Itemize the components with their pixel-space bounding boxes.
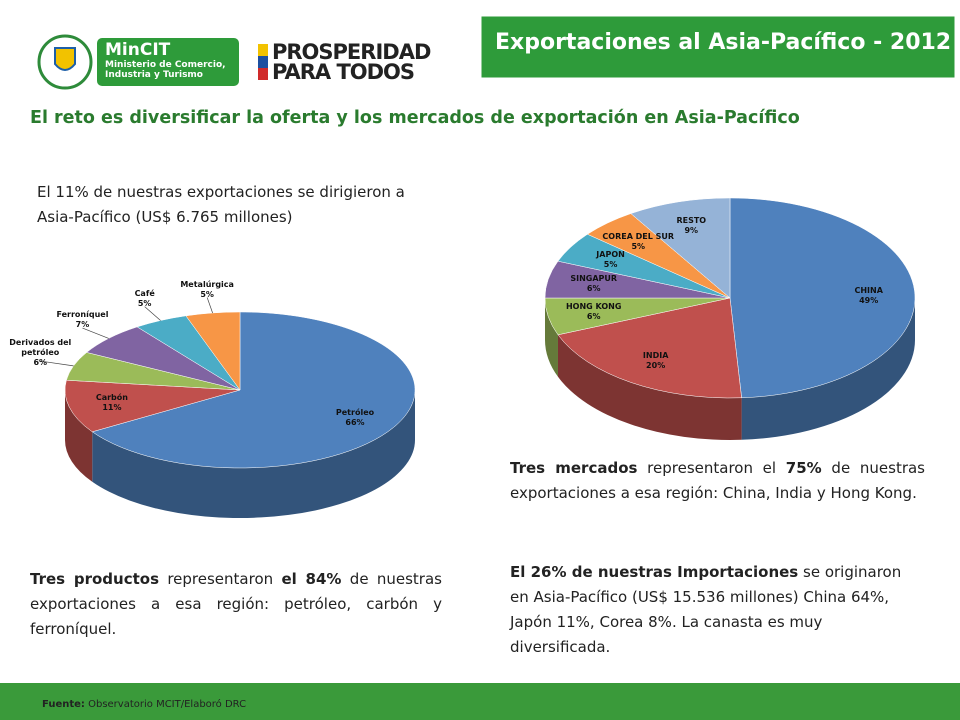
slice-name: Ferroníquel <box>56 310 109 320</box>
text-run: Observatorio MCIT/Elaboró DRC <box>84 699 247 710</box>
mincit-logo-box <box>97 38 239 86</box>
slice-name: CHINA <box>854 285 883 295</box>
slice-label: INDIA 20% <box>643 351 668 371</box>
logo2-line1: PROSPERIDAD <box>272 40 431 64</box>
title: Exportaciones al Asia-Pacífico - 2012 <box>495 30 952 55</box>
slice-label: COREA DEL SUR 5% <box>602 232 674 252</box>
footer-bar <box>0 683 960 720</box>
slice-label: CHINA 49% <box>854 286 882 306</box>
slice-name: Carbón <box>95 392 128 402</box>
slice-name: RESTO <box>676 215 707 225</box>
text-run: de nuestras exportaciones a esa región: … <box>510 459 925 502</box>
slice-percent: 66% <box>345 418 365 428</box>
slice-percent: 7% <box>75 320 90 330</box>
pie-slice <box>557 297 742 399</box>
text-run: representaron el <box>637 459 786 477</box>
slice-name: Metalúrgica <box>180 279 234 289</box>
slice-side <box>65 390 93 482</box>
slice-label: Derivados del petróleo 6% <box>0 338 80 368</box>
slice-name: HONG KONG <box>565 302 622 312</box>
slice-percent: 5% <box>631 241 646 251</box>
title-box <box>478 13 958 81</box>
text-run: El 26% de nuestras Importaciones <box>510 563 799 581</box>
slice-name: Derivados del petróleo <box>9 338 72 358</box>
text-run: Fuente: <box>42 699 85 710</box>
text-run: Tres productos <box>30 570 160 588</box>
logo-main: MinCIT <box>105 40 171 60</box>
slice-percent: 5% <box>200 289 214 299</box>
slice-percent: 6% <box>586 312 601 322</box>
slice-label: Café 5% <box>135 289 155 309</box>
slice-name: Petróleo <box>335 408 375 418</box>
slice-name: COREA DEL SUR <box>602 231 675 241</box>
slice-name: Café <box>134 288 155 298</box>
subtitle: El reto es diversificar la oferta y los … <box>30 108 800 128</box>
pie-slice <box>630 197 731 299</box>
slice-name: INDIA <box>642 351 669 361</box>
footer: Fuente: Observatorio MCIT/Elaboró DRC <box>42 699 246 710</box>
slice-side <box>545 298 558 377</box>
slice-percent: 6% <box>586 283 601 293</box>
slice-label: JAPON 5% <box>596 250 625 270</box>
leader-line <box>144 306 161 321</box>
slice-label: Ferroníquel 7% <box>56 310 108 330</box>
slice-percent: 6% <box>33 358 48 368</box>
slice-label: HONG KONG 6% <box>566 302 621 322</box>
intro: El 11% de nuestras exportaciones se diri… <box>37 183 405 226</box>
slice-label: Carbón 11% <box>96 393 128 413</box>
flag-yellow <box>258 44 268 56</box>
slice-side <box>557 334 742 440</box>
leader-line <box>40 360 74 367</box>
text-run: Tres mercados <box>510 459 638 477</box>
pie-slice <box>185 311 241 391</box>
pie-slice <box>91 311 416 469</box>
slice-percent: 11% <box>102 402 122 412</box>
text-run: representaron <box>159 570 282 588</box>
slice-label: Metalúrgica 5% <box>180 280 234 300</box>
slice-name: JAPON <box>596 249 625 259</box>
slice-percent: 5% <box>603 259 618 269</box>
flag-blue <box>258 56 268 68</box>
slice-percent: 9% <box>684 225 699 235</box>
pie-slice <box>64 379 241 433</box>
logo2-line2: PARA TODOS <box>272 60 415 84</box>
pie-slice <box>729 197 916 399</box>
slice-label: RESTO 9% <box>676 216 706 236</box>
slice-percent: 5% <box>137 298 152 308</box>
slice-side <box>741 298 915 440</box>
paragraph: Tres mercados representaron el 75% de nu… <box>510 456 925 506</box>
text-run: el 84% <box>281 570 342 588</box>
logo-sub: Ministerio de Comercio, Industria y Turi… <box>105 60 226 80</box>
leader-line <box>206 297 213 314</box>
paragraph: Tres productos representaron el 84% de n… <box>30 567 442 642</box>
slice-percent: 49% <box>859 295 879 305</box>
slice-percent: 20% <box>646 361 666 371</box>
slice-name: SINGAPUR <box>570 273 618 283</box>
slice-label: SINGAPUR 6% <box>570 274 617 294</box>
coat-of-arms <box>37 34 93 90</box>
slice-label: Petróleo 66% <box>336 408 374 428</box>
flag-red <box>258 68 268 80</box>
slice-side <box>92 390 415 519</box>
leader-line <box>82 327 109 339</box>
text-run: se originaron en Asia-Pacífico (US$ 15.5… <box>510 563 902 656</box>
text-run: 75% <box>785 459 822 477</box>
paragraph: El 26% de nuestras Importaciones se orig… <box>510 560 915 660</box>
text-run: de nuestras exportaciones a esa región: … <box>30 570 442 638</box>
